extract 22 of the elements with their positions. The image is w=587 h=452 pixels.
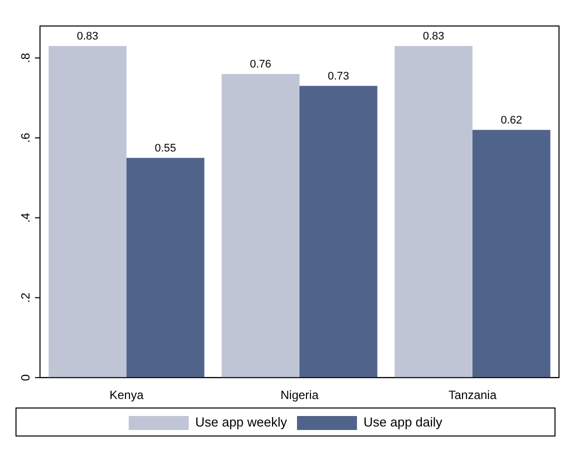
y-tick-label: .6 <box>18 132 32 143</box>
text: 0.83 <box>422 30 444 43</box>
legend-label: Use app daily <box>364 414 443 430</box>
text: 0.73 <box>328 70 350 82</box>
x-tick-label: Tanzania <box>448 388 497 402</box>
x-tick-label: Nigeria <box>280 388 319 402</box>
y-tick-label: .4 <box>18 212 32 223</box>
bar <box>48 46 126 378</box>
bar <box>222 74 300 378</box>
text: 0.62 <box>500 114 522 126</box>
bar <box>472 130 550 378</box>
legend-label: Use app weekly <box>195 414 288 430</box>
y-tick-label: .8 <box>18 52 32 63</box>
bar <box>126 158 204 378</box>
y-tick-label: 0 <box>18 374 32 381</box>
bar <box>300 86 378 378</box>
text: 0.55 <box>154 142 176 154</box>
bar <box>394 46 472 378</box>
text: 0.76 <box>250 58 272 70</box>
x-tick-label: Kenya <box>109 388 144 402</box>
text: 0.83 <box>76 30 98 43</box>
y-tick-label: .2 <box>18 292 32 303</box>
